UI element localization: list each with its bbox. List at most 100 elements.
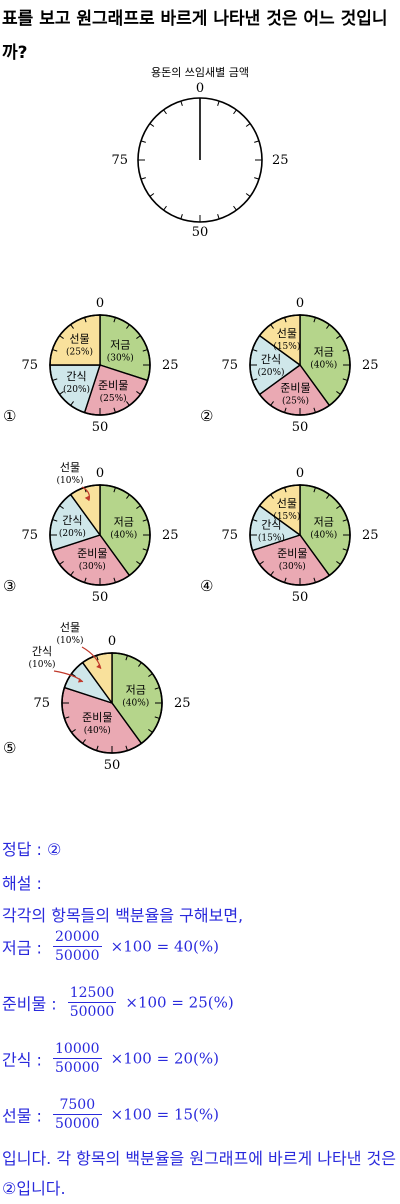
dial-tick	[313, 317, 316, 323]
dial-tick	[148, 673, 153, 677]
dial-tick	[52, 548, 58, 551]
dial-tick	[245, 193, 251, 197]
dial-tick	[59, 335, 64, 339]
dial-tick	[270, 494, 274, 499]
dial-tick	[270, 571, 274, 576]
dial-tick-label: 50	[192, 225, 209, 240]
fraction-numerator: 20000	[53, 929, 102, 947]
pie-slice-label: 저금	[314, 345, 334, 358]
dial-tick	[113, 407, 116, 413]
dial-tick	[154, 687, 160, 690]
fraction: 7500 50000	[53, 1096, 102, 1133]
pie-slice-label: 간식	[66, 370, 86, 383]
calc-label: 저금 :	[2, 938, 42, 958]
dial-tick	[342, 548, 348, 551]
dial-tick	[180, 100, 183, 106]
dial-tick	[64, 687, 70, 690]
blank-pie-dial: 용돈의 쓰임새별 금액 0 25 50 75	[111, 66, 288, 240]
pie-slice-label: 간식	[261, 518, 281, 531]
dial-tick	[326, 494, 330, 499]
pie-slice-label: 선물	[69, 332, 89, 345]
dial-tick-label: 0	[96, 466, 104, 481]
pie-slice-label: 선물	[277, 497, 297, 510]
calc-row-snacks: 간식 : 10000 50000 ×100 = 20(%)	[2, 1040, 219, 1077]
dial-tick	[125, 655, 128, 661]
dial-tick	[125, 745, 128, 751]
fraction-denominator: 50000	[55, 948, 100, 964]
calc-expression: ×100 = 20(%)	[110, 1049, 220, 1068]
dial-tick	[284, 487, 287, 493]
callout-label: 선물	[60, 621, 80, 634]
dial-tick-label: 0	[96, 296, 104, 311]
callout-arrowhead	[84, 495, 90, 501]
pie-slice-percent: (40%)	[310, 529, 337, 540]
dial-tick	[82, 739, 86, 744]
dial-tick	[217, 100, 220, 106]
pie-slice-percent: (30%)	[79, 561, 106, 572]
dial-tick	[254, 140, 260, 143]
dial-tick	[259, 391, 264, 395]
callout-label: 선물	[60, 461, 80, 474]
calc-label: 간식 :	[2, 1050, 42, 1070]
answer-line: 정답 : ②	[2, 836, 61, 860]
callout-percent: (10%)	[28, 659, 55, 670]
pie-slice-label: 준비물	[82, 711, 112, 724]
pie-slice-percent: (30%)	[279, 561, 306, 572]
dial-tick	[70, 324, 74, 329]
dial-tick	[259, 335, 264, 339]
fraction-denominator: 50000	[69, 1004, 115, 1020]
dial-tick-label: 75	[111, 153, 128, 168]
dial-tick	[142, 548, 148, 551]
dial-tick	[113, 317, 116, 323]
dial-tick	[326, 324, 330, 329]
dial-tick-label: 25	[162, 358, 179, 373]
dial-tick	[64, 716, 70, 719]
pie-slice-percent: (25%)	[66, 346, 93, 357]
dial-tick	[342, 349, 348, 352]
dial-tick	[336, 391, 341, 395]
pie-slice-percent: (40%)	[84, 725, 111, 736]
choice-charts: 저금(30%)준비물(25%)간식(20%)선물(25%)0255075①저금(…	[3, 296, 379, 773]
dial-tick-label: 0	[296, 466, 304, 481]
pie-slice-label: 저금	[314, 515, 334, 528]
explain-label: 해설 :	[2, 874, 42, 893]
dial-tick	[84, 577, 87, 583]
dial-tick-label: 75	[221, 358, 238, 373]
dial-tick	[136, 391, 141, 395]
dial-tick	[254, 177, 260, 180]
pie-slice-label: 간식	[62, 514, 82, 527]
dial-tick	[142, 519, 148, 522]
choice-number: ③	[3, 577, 16, 595]
dial-tick	[252, 378, 258, 381]
choice-number: ①	[3, 407, 16, 425]
dial-tick	[336, 561, 341, 565]
dial-tick	[284, 407, 287, 413]
dial-tick-label: 50	[292, 590, 309, 605]
dial-tick-label: 50	[104, 758, 121, 773]
dial-tick	[84, 317, 87, 323]
callout-arrowhead	[96, 663, 101, 669]
pie-slice-label: 준비물	[77, 547, 107, 560]
pie-slice-percent: (30%)	[107, 352, 134, 363]
dial-tick	[163, 205, 167, 211]
pie-slice-label: 저금	[110, 338, 130, 351]
dial-tick	[96, 745, 99, 751]
dial-tick	[71, 729, 76, 733]
pie-chart: 저금(40%)준비물(30%) 간식(20%) 0 25 50 75 선물(10%) ③	[3, 461, 179, 605]
dial-tick-label: 25	[362, 528, 379, 543]
calc-expression: ×100 = 15(%)	[110, 1105, 220, 1124]
choice-number: ②	[200, 407, 213, 425]
pie-slice-percent: (25%)	[282, 396, 309, 407]
calc-expression: ×100 = 40(%)	[110, 937, 220, 956]
dial-tick-label: 75	[21, 358, 38, 373]
dial-tick	[336, 505, 341, 509]
callout-percent: (10%)	[56, 635, 83, 646]
dial-tick	[126, 571, 130, 576]
dial-tick-label: 25	[174, 696, 191, 711]
calc-row-gifts: 선물 : 7500 50000 ×100 = 15(%)	[2, 1096, 219, 1133]
solution-intro: 각각의 항목들의 백분율을 구해보면,	[2, 906, 244, 925]
pie-slice-percent: (40%)	[310, 359, 337, 370]
callout-label: 간식	[32, 645, 52, 658]
